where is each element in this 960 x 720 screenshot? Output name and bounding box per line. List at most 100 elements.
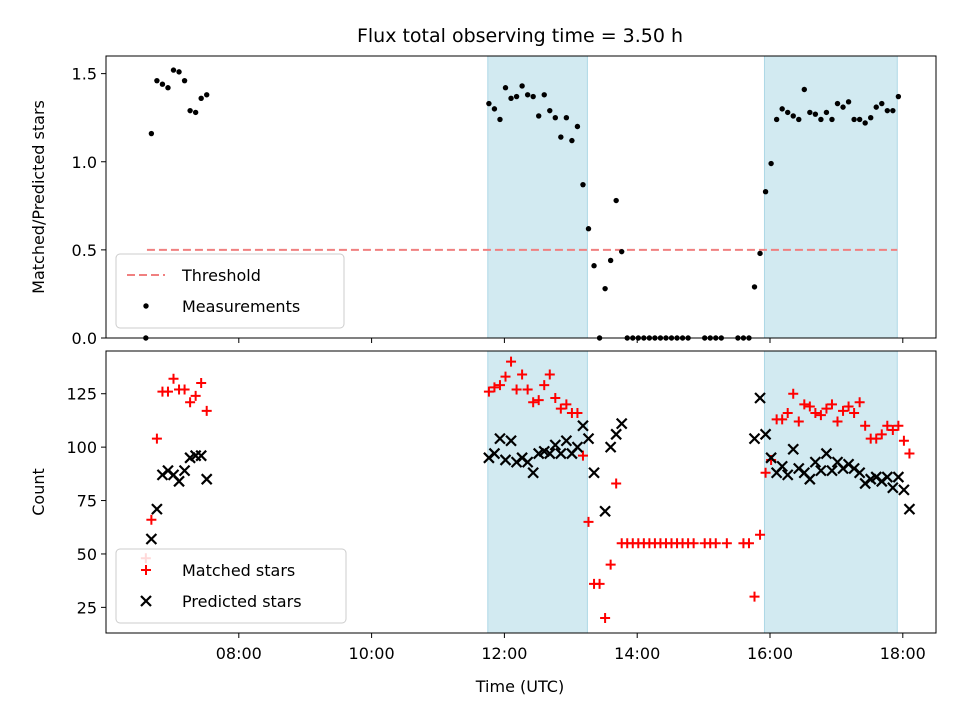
data-point <box>804 473 816 485</box>
data-point <box>895 93 902 100</box>
legend-label: Measurements <box>182 297 300 316</box>
legend-label: Threshold <box>181 266 261 285</box>
data-point <box>517 369 528 380</box>
y-tick-label: 75 <box>77 492 97 511</box>
data-point <box>788 388 799 399</box>
data-point <box>544 369 555 380</box>
data-point <box>799 399 810 410</box>
y-tick-label: 1.5 <box>72 65 97 84</box>
data-point <box>754 392 766 404</box>
x-tick-label: 16:00 <box>747 644 793 663</box>
data-point <box>898 484 910 496</box>
data-point <box>790 113 796 119</box>
data-point <box>561 399 572 410</box>
data-point <box>749 591 760 602</box>
series-matched-stars <box>140 356 915 624</box>
data-point <box>519 83 525 89</box>
data-point <box>810 407 821 418</box>
data-point <box>558 134 564 140</box>
data-point <box>818 116 824 123</box>
data-point <box>815 464 827 477</box>
data-point <box>146 514 157 525</box>
data-point <box>881 471 894 483</box>
data-point <box>804 401 815 412</box>
data-point <box>190 390 201 401</box>
data-point <box>521 456 534 468</box>
data-point <box>547 107 553 114</box>
data-point <box>809 456 822 468</box>
data-point <box>591 263 597 269</box>
data-point <box>513 93 520 100</box>
series-predicted-stars <box>145 392 916 545</box>
data-point <box>580 181 586 188</box>
data-point <box>499 454 512 466</box>
data-point <box>826 464 838 477</box>
x-axis-label: Time (UTC) <box>475 677 564 696</box>
data-point <box>178 464 191 477</box>
data-point <box>619 248 625 255</box>
data-point <box>879 100 885 107</box>
data-point <box>555 447 567 460</box>
y-tick-label: 0.5 <box>72 241 97 260</box>
data-point <box>176 69 182 75</box>
data-point <box>787 443 800 456</box>
data-point <box>759 428 772 441</box>
data-point <box>151 433 162 444</box>
data-point <box>688 538 699 549</box>
data-point <box>204 92 210 98</box>
data-point <box>898 435 909 446</box>
data-point <box>145 533 158 545</box>
data-point <box>594 578 605 589</box>
data-point <box>807 109 813 116</box>
data-point <box>838 405 849 416</box>
data-point <box>826 399 837 410</box>
data-point <box>527 466 539 479</box>
data-point <box>862 120 868 126</box>
legend-marker <box>143 303 149 309</box>
data-point <box>821 403 832 414</box>
data-point <box>577 450 588 461</box>
data-point <box>200 473 213 485</box>
data-point <box>582 432 595 445</box>
data-point <box>577 419 589 432</box>
x-tick-label: 14:00 <box>614 644 660 663</box>
data-point <box>583 516 594 527</box>
data-point <box>832 416 843 427</box>
data-point <box>572 407 583 418</box>
data-point <box>539 380 550 391</box>
data-point <box>201 405 212 416</box>
y-tick-label: 0.0 <box>72 329 97 348</box>
data-point <box>483 386 494 397</box>
data-point <box>721 538 732 549</box>
data-point <box>887 481 899 494</box>
data-point <box>151 503 163 515</box>
data-point <box>743 538 754 549</box>
legend-marker <box>141 565 151 575</box>
data-point <box>782 407 793 418</box>
panels: 0.0 0.5 1.0 1.5 Matched/Predicted stars Thres… <box>29 55 937 663</box>
data-point <box>815 410 826 421</box>
data-point <box>494 380 505 391</box>
data-point <box>511 384 522 395</box>
legend-label: Predicted stars <box>182 592 302 611</box>
data-point <box>812 111 819 117</box>
data-point <box>530 93 536 100</box>
data-point <box>488 447 501 460</box>
data-point <box>196 378 207 389</box>
data-point <box>860 420 871 431</box>
data-point <box>555 403 566 414</box>
y-tick-label: 125 <box>66 385 97 404</box>
data-point <box>159 81 166 87</box>
data-point <box>887 425 898 436</box>
data-point <box>843 401 854 412</box>
data-point <box>829 116 835 123</box>
data-point <box>779 106 785 112</box>
data-point <box>552 114 559 121</box>
data-point <box>168 373 179 384</box>
data-point <box>748 432 761 445</box>
data-point <box>574 123 581 130</box>
data-point <box>853 466 866 479</box>
data-point <box>777 414 788 425</box>
y-tick-label: 100 <box>66 438 97 457</box>
data-point <box>884 107 891 114</box>
